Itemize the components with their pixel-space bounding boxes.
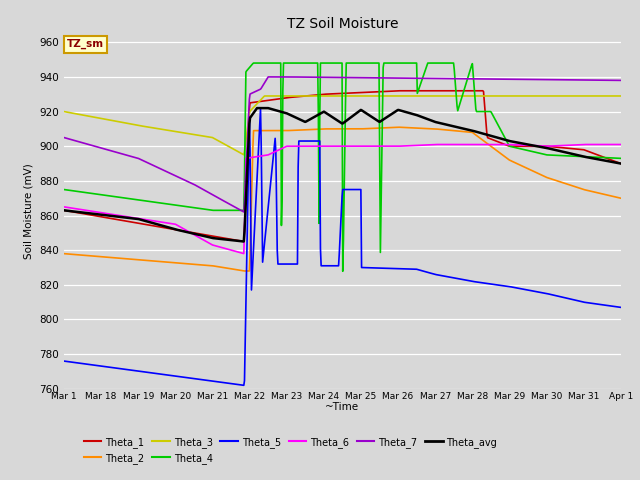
Theta_4 bbox=[399, 60, 407, 66]
Theta_avg bbox=[541, 145, 548, 151]
Line: Theta_1: Theta_1 bbox=[64, 91, 621, 241]
Theta_5 bbox=[416, 267, 424, 273]
Theta_1 bbox=[395, 88, 403, 94]
Theta_4 bbox=[94, 192, 102, 197]
Theta_2 bbox=[484, 141, 492, 147]
Theta_1 bbox=[60, 207, 68, 213]
Theta_3 bbox=[541, 93, 548, 99]
Theta_7 bbox=[240, 209, 248, 215]
Theta_avg bbox=[399, 108, 407, 114]
Theta_2 bbox=[384, 125, 392, 131]
Theta_6 bbox=[94, 209, 102, 215]
Line: Theta_4: Theta_4 bbox=[64, 63, 621, 271]
Theta_2 bbox=[94, 253, 102, 259]
Theta_3 bbox=[484, 93, 492, 99]
Theta_3 bbox=[60, 108, 68, 114]
Theta_6 bbox=[484, 142, 492, 147]
Theta_1 bbox=[416, 88, 424, 94]
Line: Theta_avg: Theta_avg bbox=[64, 108, 621, 241]
Theta_4 bbox=[617, 156, 625, 161]
Theta_5 bbox=[399, 266, 407, 272]
Theta_3 bbox=[261, 93, 269, 99]
Theta_avg bbox=[253, 105, 261, 111]
Theta_6 bbox=[541, 143, 548, 149]
Theta_3 bbox=[416, 93, 424, 99]
Theta_3 bbox=[94, 115, 102, 121]
Theta_4 bbox=[416, 83, 424, 88]
Theta_7 bbox=[617, 77, 625, 83]
Theta_4 bbox=[339, 268, 347, 274]
Theta_1 bbox=[384, 88, 392, 94]
Theta_7 bbox=[399, 75, 407, 81]
Theta_7 bbox=[60, 135, 68, 141]
Theta_2 bbox=[399, 124, 407, 130]
Theta_avg bbox=[240, 239, 248, 244]
Theta_6 bbox=[399, 143, 406, 149]
Theta_4 bbox=[541, 152, 548, 157]
Y-axis label: Soil Moisture (mV): Soil Moisture (mV) bbox=[24, 163, 34, 259]
Theta_5 bbox=[257, 106, 264, 112]
Theta_5 bbox=[617, 304, 625, 310]
Theta_5 bbox=[484, 281, 492, 287]
Theta_4 bbox=[250, 60, 257, 66]
Theta_6 bbox=[60, 204, 68, 210]
Theta_3 bbox=[399, 93, 407, 99]
Theta_2 bbox=[416, 125, 424, 131]
Theta_2 bbox=[394, 124, 402, 130]
Theta_7 bbox=[94, 144, 102, 150]
Theta_6 bbox=[617, 142, 625, 147]
Title: TZ Soil Moisture: TZ Soil Moisture bbox=[287, 17, 398, 31]
Theta_4 bbox=[60, 187, 68, 192]
Theta_2 bbox=[541, 174, 548, 180]
Theta_6 bbox=[240, 251, 248, 256]
Theta_7 bbox=[416, 75, 424, 81]
Theta_avg bbox=[94, 211, 102, 217]
Theta_7 bbox=[385, 75, 392, 81]
Theta_1 bbox=[399, 88, 407, 94]
Theta_avg bbox=[617, 161, 625, 167]
Theta_avg bbox=[484, 132, 492, 138]
Legend: Theta_1, Theta_2, Theta_3, Theta_4, Theta_5, Theta_6, Theta_7, Theta_avg: Theta_1, Theta_2, Theta_3, Theta_4, Thet… bbox=[80, 433, 501, 468]
Theta_avg bbox=[60, 207, 68, 213]
Theta_1 bbox=[240, 239, 248, 244]
Theta_5 bbox=[60, 358, 68, 364]
Theta_3 bbox=[617, 93, 625, 99]
Theta_7 bbox=[541, 77, 548, 83]
X-axis label: ~Time: ~Time bbox=[325, 402, 360, 412]
Theta_2 bbox=[241, 268, 248, 274]
Theta_3 bbox=[240, 152, 248, 157]
Theta_5 bbox=[385, 265, 392, 271]
Theta_1 bbox=[617, 161, 625, 167]
Line: Theta_2: Theta_2 bbox=[64, 127, 621, 271]
Line: Theta_6: Theta_6 bbox=[64, 144, 621, 253]
Theta_7 bbox=[264, 74, 272, 80]
Theta_2 bbox=[60, 251, 68, 256]
Theta_2 bbox=[617, 195, 625, 201]
Theta_1 bbox=[484, 135, 492, 141]
Line: Theta_3: Theta_3 bbox=[64, 96, 621, 155]
Text: TZ_sm: TZ_sm bbox=[67, 39, 104, 49]
Line: Theta_7: Theta_7 bbox=[64, 77, 621, 212]
Theta_6 bbox=[415, 143, 423, 148]
Theta_6 bbox=[431, 142, 439, 147]
Theta_avg bbox=[416, 113, 424, 119]
Theta_5 bbox=[94, 363, 102, 369]
Theta_7 bbox=[484, 76, 492, 82]
Theta_avg bbox=[385, 113, 392, 119]
Theta_4 bbox=[484, 108, 492, 114]
Theta_5 bbox=[541, 290, 548, 296]
Theta_3 bbox=[385, 93, 392, 99]
Theta_6 bbox=[384, 144, 392, 149]
Theta_5 bbox=[240, 383, 248, 388]
Line: Theta_5: Theta_5 bbox=[64, 109, 621, 385]
Theta_1 bbox=[94, 214, 102, 219]
Theta_4 bbox=[385, 60, 392, 66]
Theta_1 bbox=[541, 144, 548, 149]
